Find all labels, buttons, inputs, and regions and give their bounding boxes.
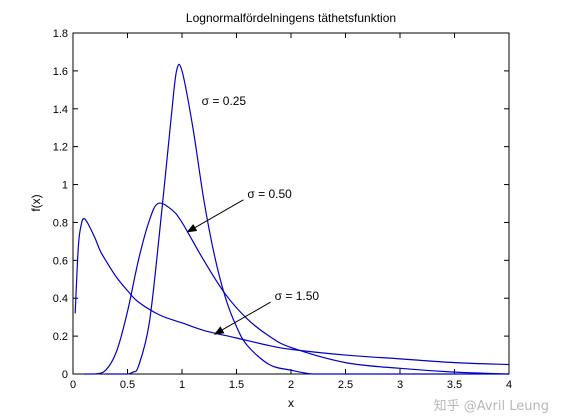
annotation-label: σ = 0.50 xyxy=(247,187,292,201)
y-tick-label: 0.6 xyxy=(53,255,68,267)
annotations: σ = 0.25 σ = 0.50 σ = 1.50 xyxy=(186,94,320,335)
series-lines xyxy=(74,63,510,375)
chart-title: Lognormalfördelningens täthetsfunktion xyxy=(186,11,396,25)
y-tick-label: 1.8 xyxy=(53,28,68,40)
x-tick-label: 1.5 xyxy=(229,379,244,391)
y-tick-label: 1 xyxy=(62,180,68,192)
x-tick-label: 2 xyxy=(288,379,294,391)
y-tick-label: 0.8 xyxy=(53,217,68,229)
annotation-arrow xyxy=(213,301,271,335)
x-tick-label: 2.5 xyxy=(338,379,353,391)
y-tick-label: 0.2 xyxy=(53,331,68,343)
annotation-arrow xyxy=(186,199,244,233)
series-line-1 xyxy=(74,218,510,366)
annotation-label: σ = 0.25 xyxy=(202,94,247,108)
x-tick-label: 4 xyxy=(506,379,512,391)
y-tick-label: 1.2 xyxy=(53,142,68,154)
x-axis-label: x xyxy=(288,396,294,410)
x-tick-label: 3.5 xyxy=(447,379,462,391)
y-axis-label: f(x) xyxy=(29,194,43,211)
x-tick-label: 0 xyxy=(70,379,76,391)
watermark: 知乎 @Avril Leung xyxy=(433,399,549,414)
series-line-3 xyxy=(105,63,510,375)
series-line-2 xyxy=(83,202,510,375)
x-tick-label: 0.5 xyxy=(120,379,135,391)
y-tick-label: 1.6 xyxy=(53,66,68,78)
annotation-label: σ = 1.50 xyxy=(275,289,320,303)
x-tick-label: 3 xyxy=(397,379,403,391)
y-tick-label: 1.4 xyxy=(53,104,68,116)
y-tick-label: 0.4 xyxy=(53,293,68,305)
axis-ticks: 0 0.5 1 1.5 2 2.5 3 3.5 4 0 0.2 0.4 0.6 0.8 1 1.2 1.4 1.6… xyxy=(53,28,512,391)
x-tick-label: 1 xyxy=(179,379,185,391)
y-tick-label: 0 xyxy=(62,369,68,381)
plot-area xyxy=(72,32,510,375)
